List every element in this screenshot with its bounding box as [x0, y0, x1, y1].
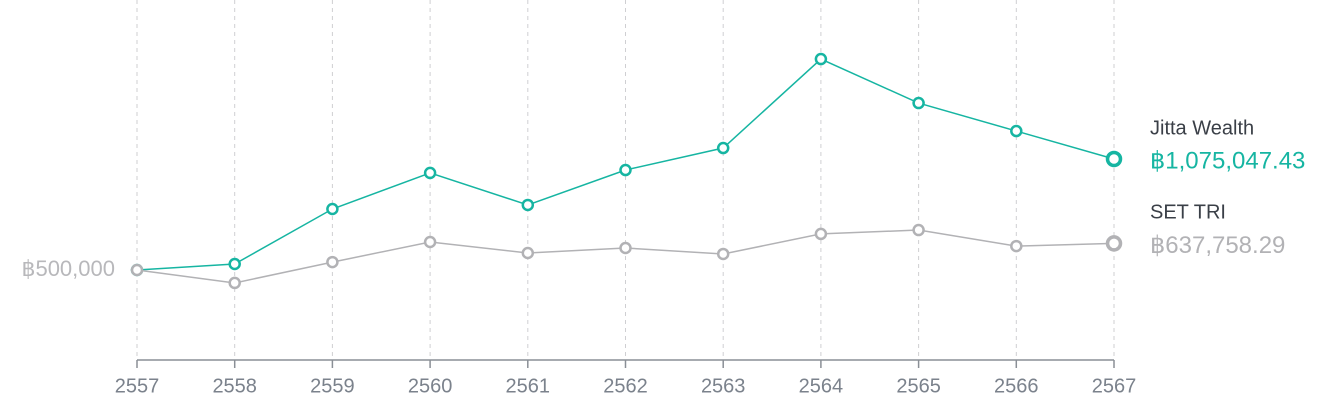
data-point — [716, 247, 730, 261]
data-point — [423, 235, 437, 249]
x-tick-label: 2560 — [408, 375, 453, 397]
x-tick-label: 2563 — [701, 375, 746, 397]
data-point — [1010, 124, 1023, 138]
data-point — [423, 166, 437, 180]
data-point — [326, 202, 339, 216]
data-point — [1105, 150, 1123, 168]
data-point — [130, 263, 144, 277]
data-point — [814, 227, 828, 241]
data-point — [521, 198, 535, 212]
x-tick-label: 2558 — [212, 375, 257, 397]
data-point — [228, 257, 241, 271]
x-tick-label: 2559 — [310, 375, 355, 397]
data-point — [521, 246, 535, 260]
data-point — [619, 163, 632, 177]
legend-name: SET TRI — [1150, 202, 1226, 224]
x-tick-label: 2557 — [115, 375, 160, 397]
value-label: ฿1,075,047.43 — [1150, 147, 1305, 174]
x-tick-label: 2565 — [896, 375, 941, 397]
data-point — [912, 96, 925, 110]
data-point — [716, 141, 730, 155]
data-point — [1105, 235, 1123, 252]
data-point — [814, 52, 828, 66]
x-tick-label: 2561 — [506, 375, 551, 397]
data-point — [326, 255, 339, 269]
x-tick-label: 2562 — [603, 375, 648, 397]
data-point — [1010, 239, 1023, 253]
data-point — [912, 223, 925, 237]
x-tick-label: 2566 — [994, 375, 1039, 397]
legend-name: Jitta Wealth — [1150, 117, 1254, 139]
data-point — [619, 241, 632, 255]
data-point — [228, 276, 241, 290]
y-tick-label: ฿500,000 — [21, 256, 115, 281]
x-tick-label: 2567 — [1092, 375, 1137, 397]
value-label: ฿637,758.29 — [1150, 232, 1285, 259]
x-tick-label: 2564 — [799, 375, 844, 397]
